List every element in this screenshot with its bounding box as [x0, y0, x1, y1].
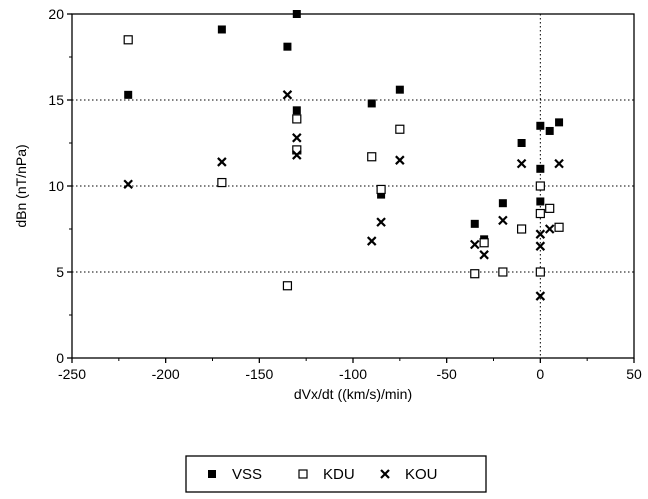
legend-marker-kou	[380, 469, 390, 479]
data-point-kou	[292, 133, 302, 143]
data-point-kdu	[123, 35, 133, 45]
x-tick-label: -250	[58, 366, 86, 382]
data-point-kou	[535, 291, 546, 301]
x-tick-label: 0	[536, 366, 544, 382]
data-point-vss	[395, 85, 404, 94]
data-point-kou	[535, 241, 546, 251]
legend-marker-vss	[208, 470, 216, 478]
data-point-vss	[367, 99, 376, 108]
data-point-kou	[123, 179, 133, 190]
data-point-kou	[292, 150, 302, 160]
data-point-kou	[554, 158, 564, 169]
data-point-vss	[536, 197, 545, 206]
data-point-vss	[124, 90, 133, 99]
data-point-kdu	[498, 267, 508, 277]
data-point-vss	[292, 106, 301, 115]
x-tick-label: -50	[437, 366, 457, 382]
x-tick-label: -200	[152, 366, 180, 382]
data-point-kou	[395, 155, 405, 165]
y-axis-title: dBn (nT/nPa)	[13, 144, 29, 227]
x-tick-label: -150	[245, 366, 273, 382]
data-point-vss	[536, 164, 545, 173]
legend: VSS KDU KOU	[185, 455, 487, 493]
data-point-vss	[498, 199, 507, 208]
data-point-kdu	[376, 184, 386, 195]
y-tick-label: 5	[56, 264, 64, 280]
data-point-kdu	[395, 124, 405, 134]
y-tick-label: 15	[48, 92, 64, 108]
legend-label-kou: KOU	[405, 466, 438, 483]
data-point-vss	[555, 118, 564, 127]
data-point-kdu	[470, 269, 480, 279]
y-tick-label: 10	[48, 178, 64, 194]
data-point-vss	[470, 219, 479, 228]
data-point-kdu	[535, 208, 545, 219]
data-point-kou	[282, 90, 293, 100]
data-point-kou	[544, 224, 555, 234]
axis-ticks: -250 -200 -150 -100 -50 0 50 0 5 10 15 20	[48, 6, 642, 382]
data-point-kdu	[217, 177, 227, 188]
data-point-kou	[366, 236, 377, 246]
data-point-kdu	[535, 267, 545, 277]
data-point-kdu	[282, 281, 293, 291]
data-point-kou	[535, 229, 546, 239]
data-point-kdu	[479, 238, 489, 248]
data-point-vss	[217, 25, 226, 34]
data-point-kdu	[535, 181, 545, 191]
y-tick-label: 20	[48, 6, 64, 22]
data-point-kou	[479, 250, 489, 260]
legend-label-vss: VSS	[232, 466, 262, 483]
data-point-vss	[292, 10, 301, 18]
data-point-kdu	[367, 152, 377, 162]
data-point-kdu	[545, 203, 555, 213]
legend-label-kdu: KDU	[323, 466, 355, 483]
data-point-kou	[498, 215, 508, 226]
data-point-kou	[376, 217, 386, 227]
x-tick-label: 50	[626, 366, 642, 382]
data-point-vss	[536, 121, 545, 130]
legend-marker-kdu	[298, 469, 308, 479]
data-point-kdu	[292, 114, 302, 124]
data-point-kou	[516, 158, 527, 169]
data-point-vss	[283, 42, 292, 51]
data-points	[123, 10, 564, 301]
x-axis-title: dVx/dt ((km/s)/min)	[294, 386, 412, 402]
x-tick-label: -100	[339, 366, 367, 382]
data-point-kou	[217, 157, 227, 167]
data-point-kou	[469, 239, 480, 250]
grid-lines	[72, 14, 634, 358]
data-point-kdu	[516, 224, 527, 234]
data-point-kdu	[554, 222, 564, 232]
y-tick-label: 0	[56, 350, 64, 366]
data-point-vss	[377, 190, 386, 199]
legend-box	[185, 455, 487, 493]
data-point-vss	[517, 139, 526, 147]
data-point-vss	[545, 126, 554, 135]
